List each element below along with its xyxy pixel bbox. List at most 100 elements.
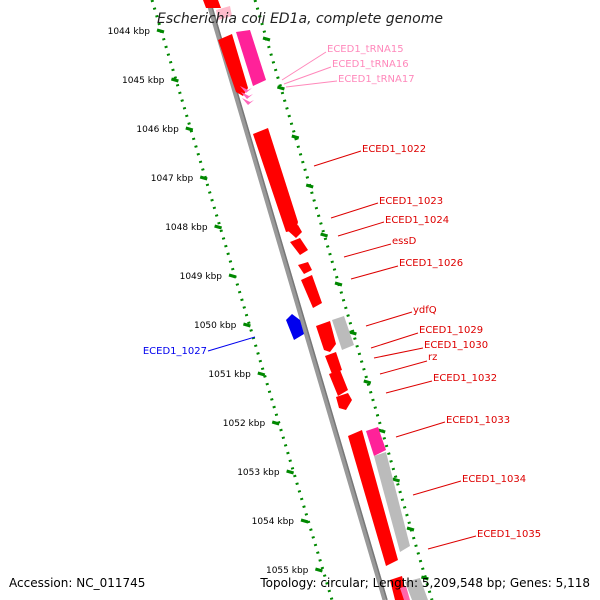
scale-tick <box>271 420 280 426</box>
scale-tick <box>406 526 415 532</box>
scale-tick <box>242 322 251 328</box>
cds-feature[interactable] <box>218 34 248 96</box>
scale-tick <box>377 428 386 434</box>
leader-line <box>207 336 256 352</box>
topology-text: Topology: circular; Length: 5,209,548 bp… <box>260 576 590 590</box>
scale-tick <box>300 518 309 524</box>
leader-line <box>395 421 446 438</box>
cds-feature[interactable] <box>325 352 342 374</box>
leader-line <box>427 535 477 550</box>
cds-feature[interactable] <box>301 275 322 308</box>
scale-tick <box>156 28 165 34</box>
leader-line <box>385 380 433 394</box>
scale-axis: 1044 kbp 1045 kbp 1046 kbp 1047 kbp 1048 kbp… <box>108 27 429 581</box>
trna-block[interactable] <box>236 30 266 86</box>
trna-block[interactable] <box>366 427 386 456</box>
scale-label: 1049 kbp <box>180 272 223 282</box>
leader-line <box>379 360 428 375</box>
trna-chevron[interactable] <box>241 92 253 99</box>
scale-label: 1052 kbp <box>223 419 266 429</box>
cds-feature[interactable] <box>290 238 308 255</box>
leader-line <box>370 332 419 349</box>
trna-top-partial[interactable] <box>216 6 232 20</box>
cds-top-partial[interactable] <box>203 0 221 8</box>
cds-feature[interactable] <box>336 393 352 410</box>
scale-tick <box>199 175 208 181</box>
scale-tick <box>276 85 285 91</box>
scale-tick <box>314 567 323 573</box>
cds-feature[interactable] <box>253 128 298 232</box>
scale-label: 1048 kbp <box>165 223 208 233</box>
gene-label[interactable]: ydfQ <box>413 305 437 316</box>
leader-line <box>313 150 362 167</box>
scale-label: 1046 kbp <box>136 125 179 135</box>
gene-label[interactable]: ECED1_1024 <box>385 215 449 226</box>
gene-label[interactable]: rz <box>428 352 437 363</box>
gene-label[interactable]: ECED1_1034 <box>462 474 526 485</box>
leader-line <box>283 66 332 85</box>
gene-label[interactable]: ECED1_1023 <box>379 196 443 207</box>
leader-line <box>285 80 338 88</box>
cds-feature[interactable] <box>316 321 336 352</box>
leader-line <box>337 221 385 237</box>
leader-line <box>365 311 413 327</box>
scale-tick <box>228 273 237 279</box>
gene-label[interactable]: ECED1_1033 <box>446 415 510 426</box>
scale-tick <box>257 371 266 377</box>
gene-label[interactable]: ECED1_tRNA17 <box>338 74 415 85</box>
gray-feature[interactable] <box>332 316 354 350</box>
scale-tick <box>291 134 300 140</box>
scale-tick <box>420 575 429 581</box>
cds-feature[interactable] <box>286 225 302 238</box>
scale-tick <box>392 477 401 483</box>
trna-chevron[interactable] <box>242 98 254 105</box>
scale-tick <box>170 77 179 83</box>
page-title: Escherichia coli ED1a, complete genome <box>157 11 443 27</box>
leader-line <box>373 347 424 359</box>
trna-chevron[interactable] <box>240 86 252 93</box>
leader-line <box>343 243 392 258</box>
scale-label: 1044 kbp <box>108 27 151 37</box>
accession-text: Accession: NC_011745 <box>9 576 146 590</box>
leader-line <box>330 202 379 219</box>
scale-tick <box>320 232 329 238</box>
scale-tick <box>262 36 271 42</box>
scale-label: 1050 kbp <box>194 321 237 331</box>
scale-tick <box>286 469 295 475</box>
cds-feature[interactable] <box>348 430 398 566</box>
gene-label[interactable]: ECED1_tRNA16 <box>332 59 409 70</box>
cds-feature[interactable] <box>329 370 348 396</box>
gene-label[interactable]: ECED1_1030 <box>424 340 488 351</box>
outer-dotted-guide <box>253 0 434 600</box>
scale-tick <box>348 330 357 336</box>
gene-features <box>203 0 428 600</box>
leader-line <box>412 480 462 496</box>
cds-feature[interactable] <box>298 262 312 274</box>
gene-label[interactable]: ECED1_1035 <box>477 529 541 540</box>
scale-label: 1054 kbp <box>252 517 295 527</box>
minus-cds-feature[interactable] <box>286 314 304 340</box>
gene-label[interactable]: ECED1_1027 <box>143 346 207 357</box>
scale-tick <box>305 183 314 189</box>
gene-label[interactable]: ECED1_1022 <box>362 144 426 155</box>
gene-label[interactable]: ECED1_tRNA15 <box>327 44 404 55</box>
scale-tick <box>214 224 223 230</box>
leader-line <box>281 51 327 81</box>
gene-label[interactable]: ECED1_1032 <box>433 373 497 384</box>
gene-label[interactable]: essD <box>392 236 417 247</box>
gray-feature[interactable] <box>405 578 428 600</box>
scale-tick <box>185 126 194 132</box>
inner-dotted-guide <box>150 0 334 600</box>
scale-label: 1047 kbp <box>151 174 194 184</box>
scale-tick <box>334 281 343 287</box>
scale-tick <box>363 379 372 385</box>
gene-label[interactable]: ECED1_1026 <box>399 258 463 269</box>
gray-feature[interactable] <box>374 452 410 552</box>
scale-label: 1055 kbp <box>266 566 309 576</box>
trna-block[interactable] <box>400 586 410 600</box>
gene-label[interactable]: ECED1_1029 <box>419 325 483 336</box>
scale-label: 1051 kbp <box>208 370 251 380</box>
label-leaders: ECED1_tRNA15 ECED1_tRNA16 ECED1_tRNA17 ECED… <box>143 44 541 550</box>
scale-label: 1053 kbp <box>237 468 280 478</box>
